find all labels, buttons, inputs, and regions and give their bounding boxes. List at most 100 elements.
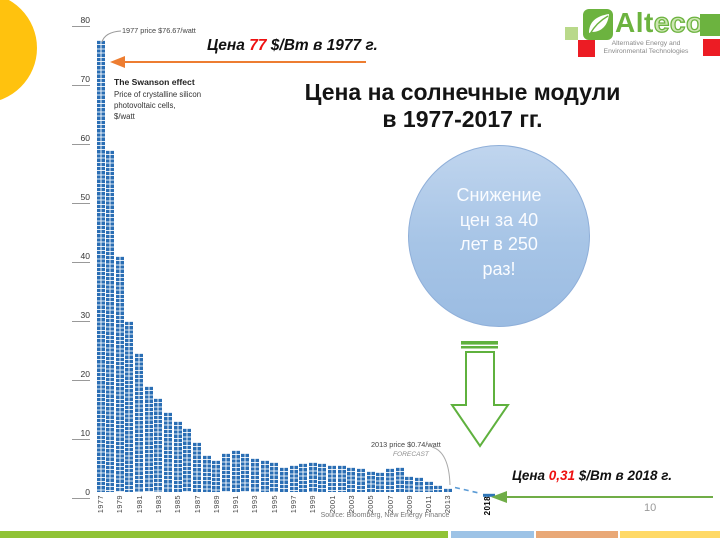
- callout-line4: раз!: [482, 258, 516, 279]
- chart-title: The Swanson effect: [114, 77, 195, 87]
- x-tick-1985: 1985: [173, 495, 183, 514]
- x-tick-1989: 1989: [211, 495, 221, 514]
- footer-strip-green: [0, 531, 448, 538]
- bar-2000: [318, 463, 327, 492]
- bar-1991: [231, 450, 240, 492]
- down-arrow-icon: [450, 351, 510, 448]
- callout-circle: Снижение цен за 40 лет в 250 раз!: [408, 145, 590, 327]
- footer-strip-yellow: [620, 531, 720, 538]
- bar-1989: [212, 460, 221, 492]
- x-tick-2003: 2003: [346, 495, 356, 514]
- bar-1984: [164, 412, 173, 492]
- alteco-logo: Alteco Alternative Energy and Environmen…: [556, 6, 716, 66]
- annotation-2018-suffix: $/Вт в 2018 г.: [575, 468, 673, 483]
- x-tick-1995: 1995: [269, 495, 279, 514]
- orange-arrow-head-icon: [110, 56, 125, 68]
- green-arrow-line: [507, 495, 713, 498]
- bar-1987: [193, 441, 201, 492]
- bar-1979: [115, 256, 124, 492]
- annotation-2018-prefix: Цена: [512, 468, 549, 483]
- x-tick-2007: 2007: [385, 495, 395, 514]
- slide-title: Цена на солнечные модули в 1977-2017 гг.: [265, 79, 660, 133]
- down-arrow-top-bar-line: [461, 344, 498, 346]
- y-tick-30: 30: [72, 310, 90, 322]
- chart-source: Source: Bloomberg, New Energy Finance: [320, 512, 450, 519]
- bar-1998: [299, 462, 308, 492]
- chart-subtitle-line1: Price of crystalline silicon: [114, 90, 202, 99]
- edge-accent-green: [700, 14, 720, 36]
- bar-1993: [250, 457, 259, 492]
- annotation-1977-prefix: Цена: [207, 37, 250, 54]
- logo-brand-text: Alteco: [615, 6, 704, 39]
- logo-square-red: [578, 40, 595, 57]
- logo-brand-bold: Alt: [615, 7, 654, 38]
- connector-line-2013: [431, 446, 451, 486]
- y-tick-40: 40: [72, 251, 90, 263]
- bar-1983: [154, 397, 163, 492]
- bar-1986: [183, 428, 192, 492]
- bar-2013: [443, 487, 452, 492]
- bar-2001: [328, 464, 337, 492]
- x-tick-1983: 1983: [153, 495, 163, 514]
- annotation-1977-suffix: $/Вт в 1977 г.: [266, 37, 378, 54]
- green-arrow-head-icon: [491, 490, 507, 503]
- callout-line1: Снижение: [456, 185, 542, 205]
- chart-subtitle-line2: photovoltaic cells,: [114, 101, 176, 110]
- page-number: 10: [644, 502, 657, 514]
- y-tick-0: 0: [72, 487, 90, 499]
- bar-1994: [260, 460, 269, 492]
- chart-title-block: The Swanson effect Price of crystalline …: [114, 77, 201, 122]
- callout-circle-text: Снижение цен за 40 лет в 250 раз!: [409, 146, 589, 281]
- x-tick-1997: 1997: [289, 495, 298, 514]
- bar-2003: [347, 466, 356, 492]
- x-tick-2009: 2009: [404, 495, 414, 514]
- bar-2010: [414, 477, 423, 492]
- bar-1977: [96, 39, 105, 492]
- footer-strip-blue: [451, 531, 534, 538]
- leaf-icon: [583, 9, 613, 40]
- bar-2007: [386, 468, 394, 492]
- bar-1978: [106, 150, 115, 492]
- y-tick-70: 70: [72, 74, 90, 86]
- slide-title-line1: Цена на солнечные модули: [304, 79, 621, 105]
- bar-2006: [376, 471, 385, 492]
- bar-2002: [337, 465, 346, 492]
- y-tick-80: 80: [72, 15, 90, 27]
- y-tick-20: 20: [72, 369, 90, 381]
- bar-2004: [357, 468, 366, 492]
- bar-1981: [135, 353, 144, 492]
- annotation-price-2018: Цена 0,31 $/Вт в 2018 г.: [512, 468, 672, 483]
- bar-2012: [434, 484, 443, 492]
- bar-1990: [221, 453, 230, 492]
- logo-brand-outline: eco: [653, 6, 704, 38]
- callout-line2: цен за 40: [459, 209, 539, 230]
- annotation-1977-value: 77: [249, 37, 267, 54]
- chart-note-2013: 2013 price $0.74/watt: [371, 440, 441, 449]
- chart-forecast-label: FORECAST: [393, 451, 429, 458]
- x-tick-2005: 2005: [366, 495, 376, 514]
- x-tick-2001: 2001: [327, 495, 337, 514]
- y-tick-60: 60: [72, 133, 90, 145]
- slide-title-line2: в 1977-2017 гг.: [382, 106, 543, 132]
- chart-subtitle-line3: $/watt: [114, 112, 135, 121]
- annotation-price-1977: Цена 77 $/Вт в 1977 г.: [207, 37, 378, 55]
- x-tick-1993: 1993: [250, 495, 260, 514]
- x-tick-1999: 1999: [308, 495, 318, 514]
- edge-accent-red: [703, 39, 720, 56]
- down-arrow-top-bar: [461, 341, 498, 349]
- forecast-dashed-line: [454, 486, 482, 495]
- footer-strip-orange: [536, 531, 618, 538]
- x-tick-1987: 1987: [192, 495, 202, 514]
- bar-2005: [366, 471, 375, 492]
- connector-line-1977: [101, 30, 122, 43]
- x-tick-1981: 1981: [134, 495, 144, 514]
- bar-1995: [270, 461, 279, 492]
- logo-tagline-line2: Environmental Technologies: [603, 48, 689, 55]
- logo-square-light-green: [565, 27, 578, 40]
- bar-2011: [424, 480, 433, 492]
- callout-line3: лет в 250: [460, 234, 538, 254]
- bar-1982: [144, 385, 153, 492]
- y-tick-50: 50: [72, 192, 90, 204]
- x-tick-2013: 2013: [443, 495, 453, 514]
